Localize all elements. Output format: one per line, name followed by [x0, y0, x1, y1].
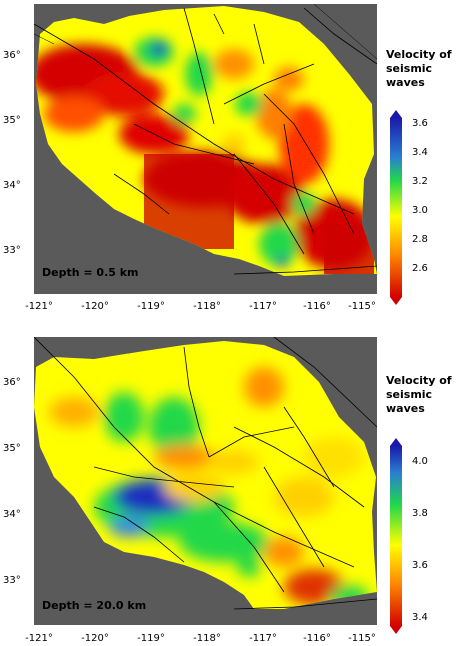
legend-title-line2: seismic waves: [386, 388, 433, 415]
legend-tick: 3.6: [412, 560, 428, 571]
depth-label: Depth = 20.0 km: [42, 599, 147, 612]
colorbar-shallow: [390, 110, 402, 305]
fault-lines-shallow: [34, 7, 377, 275]
lon-label: -120°: [81, 301, 109, 312]
lon-label: -121°: [25, 301, 53, 312]
lat-label: 35°: [3, 115, 21, 126]
lat-label: 35°: [3, 443, 21, 454]
lon-label: -118°: [193, 633, 221, 644]
lon-label: -116°: [303, 301, 331, 312]
lon-label: -119°: [137, 633, 165, 644]
map-panel-deep: Depth = 20.0 km 36° 35° 34° 33° -121° -1…: [0, 326, 470, 646]
map-panel-shallow: Depth = 0.5 km 36° 35° 34° 33° -121° -12…: [0, 0, 470, 320]
legend-tick: 2.6: [412, 263, 428, 274]
lat-label: 36°: [3, 50, 21, 61]
map-svg-shallow: [34, 4, 377, 276]
legend-tick: 3.4: [412, 147, 428, 158]
lat-label: 33°: [3, 245, 21, 256]
legend-title: Velocity of seismic waves: [386, 374, 466, 416]
legend-tick: 4.0: [412, 456, 428, 467]
legend-tick: 3.6: [412, 118, 428, 129]
lon-label: -115°: [348, 633, 376, 644]
legend-title: Velocity of seismic waves: [386, 48, 466, 90]
lon-label: -115°: [348, 301, 376, 312]
legend-tick: 3.2: [412, 176, 428, 187]
legend-tick: 3.8: [412, 508, 428, 519]
colorbar-deep: [390, 438, 402, 634]
legend-title-line1: Velocity of: [386, 48, 452, 61]
velocity-field-deep: [34, 341, 377, 609]
lon-label: -116°: [303, 633, 331, 644]
lon-label: -117°: [249, 633, 277, 644]
lat-label: 34°: [3, 180, 21, 191]
lon-label: -120°: [81, 633, 109, 644]
depth-label: Depth = 0.5 km: [42, 266, 139, 279]
velocity-field-shallow: [36, 6, 377, 276]
lat-label: 33°: [3, 575, 21, 586]
velocity-map-shallow: Depth = 0.5 km: [34, 4, 377, 294]
lon-label: -119°: [137, 301, 165, 312]
map-svg-deep: [34, 337, 377, 610]
lon-label: -118°: [193, 301, 221, 312]
lat-label: 34°: [3, 509, 21, 520]
lon-label: -117°: [249, 301, 277, 312]
legend-tick: 3.4: [412, 612, 428, 623]
dense-red-block: [144, 154, 234, 249]
legend-title-line2: seismic waves: [386, 62, 433, 89]
fault-lines-deep: [34, 337, 377, 610]
lat-label: 36°: [3, 377, 21, 388]
legend-tick: 2.8: [412, 234, 428, 245]
legend-tick: 3.0: [412, 205, 428, 216]
velocity-map-deep: Depth = 20.0 km: [34, 337, 377, 625]
lon-label: -121°: [25, 633, 53, 644]
legend-title-line1: Velocity of: [386, 374, 452, 387]
